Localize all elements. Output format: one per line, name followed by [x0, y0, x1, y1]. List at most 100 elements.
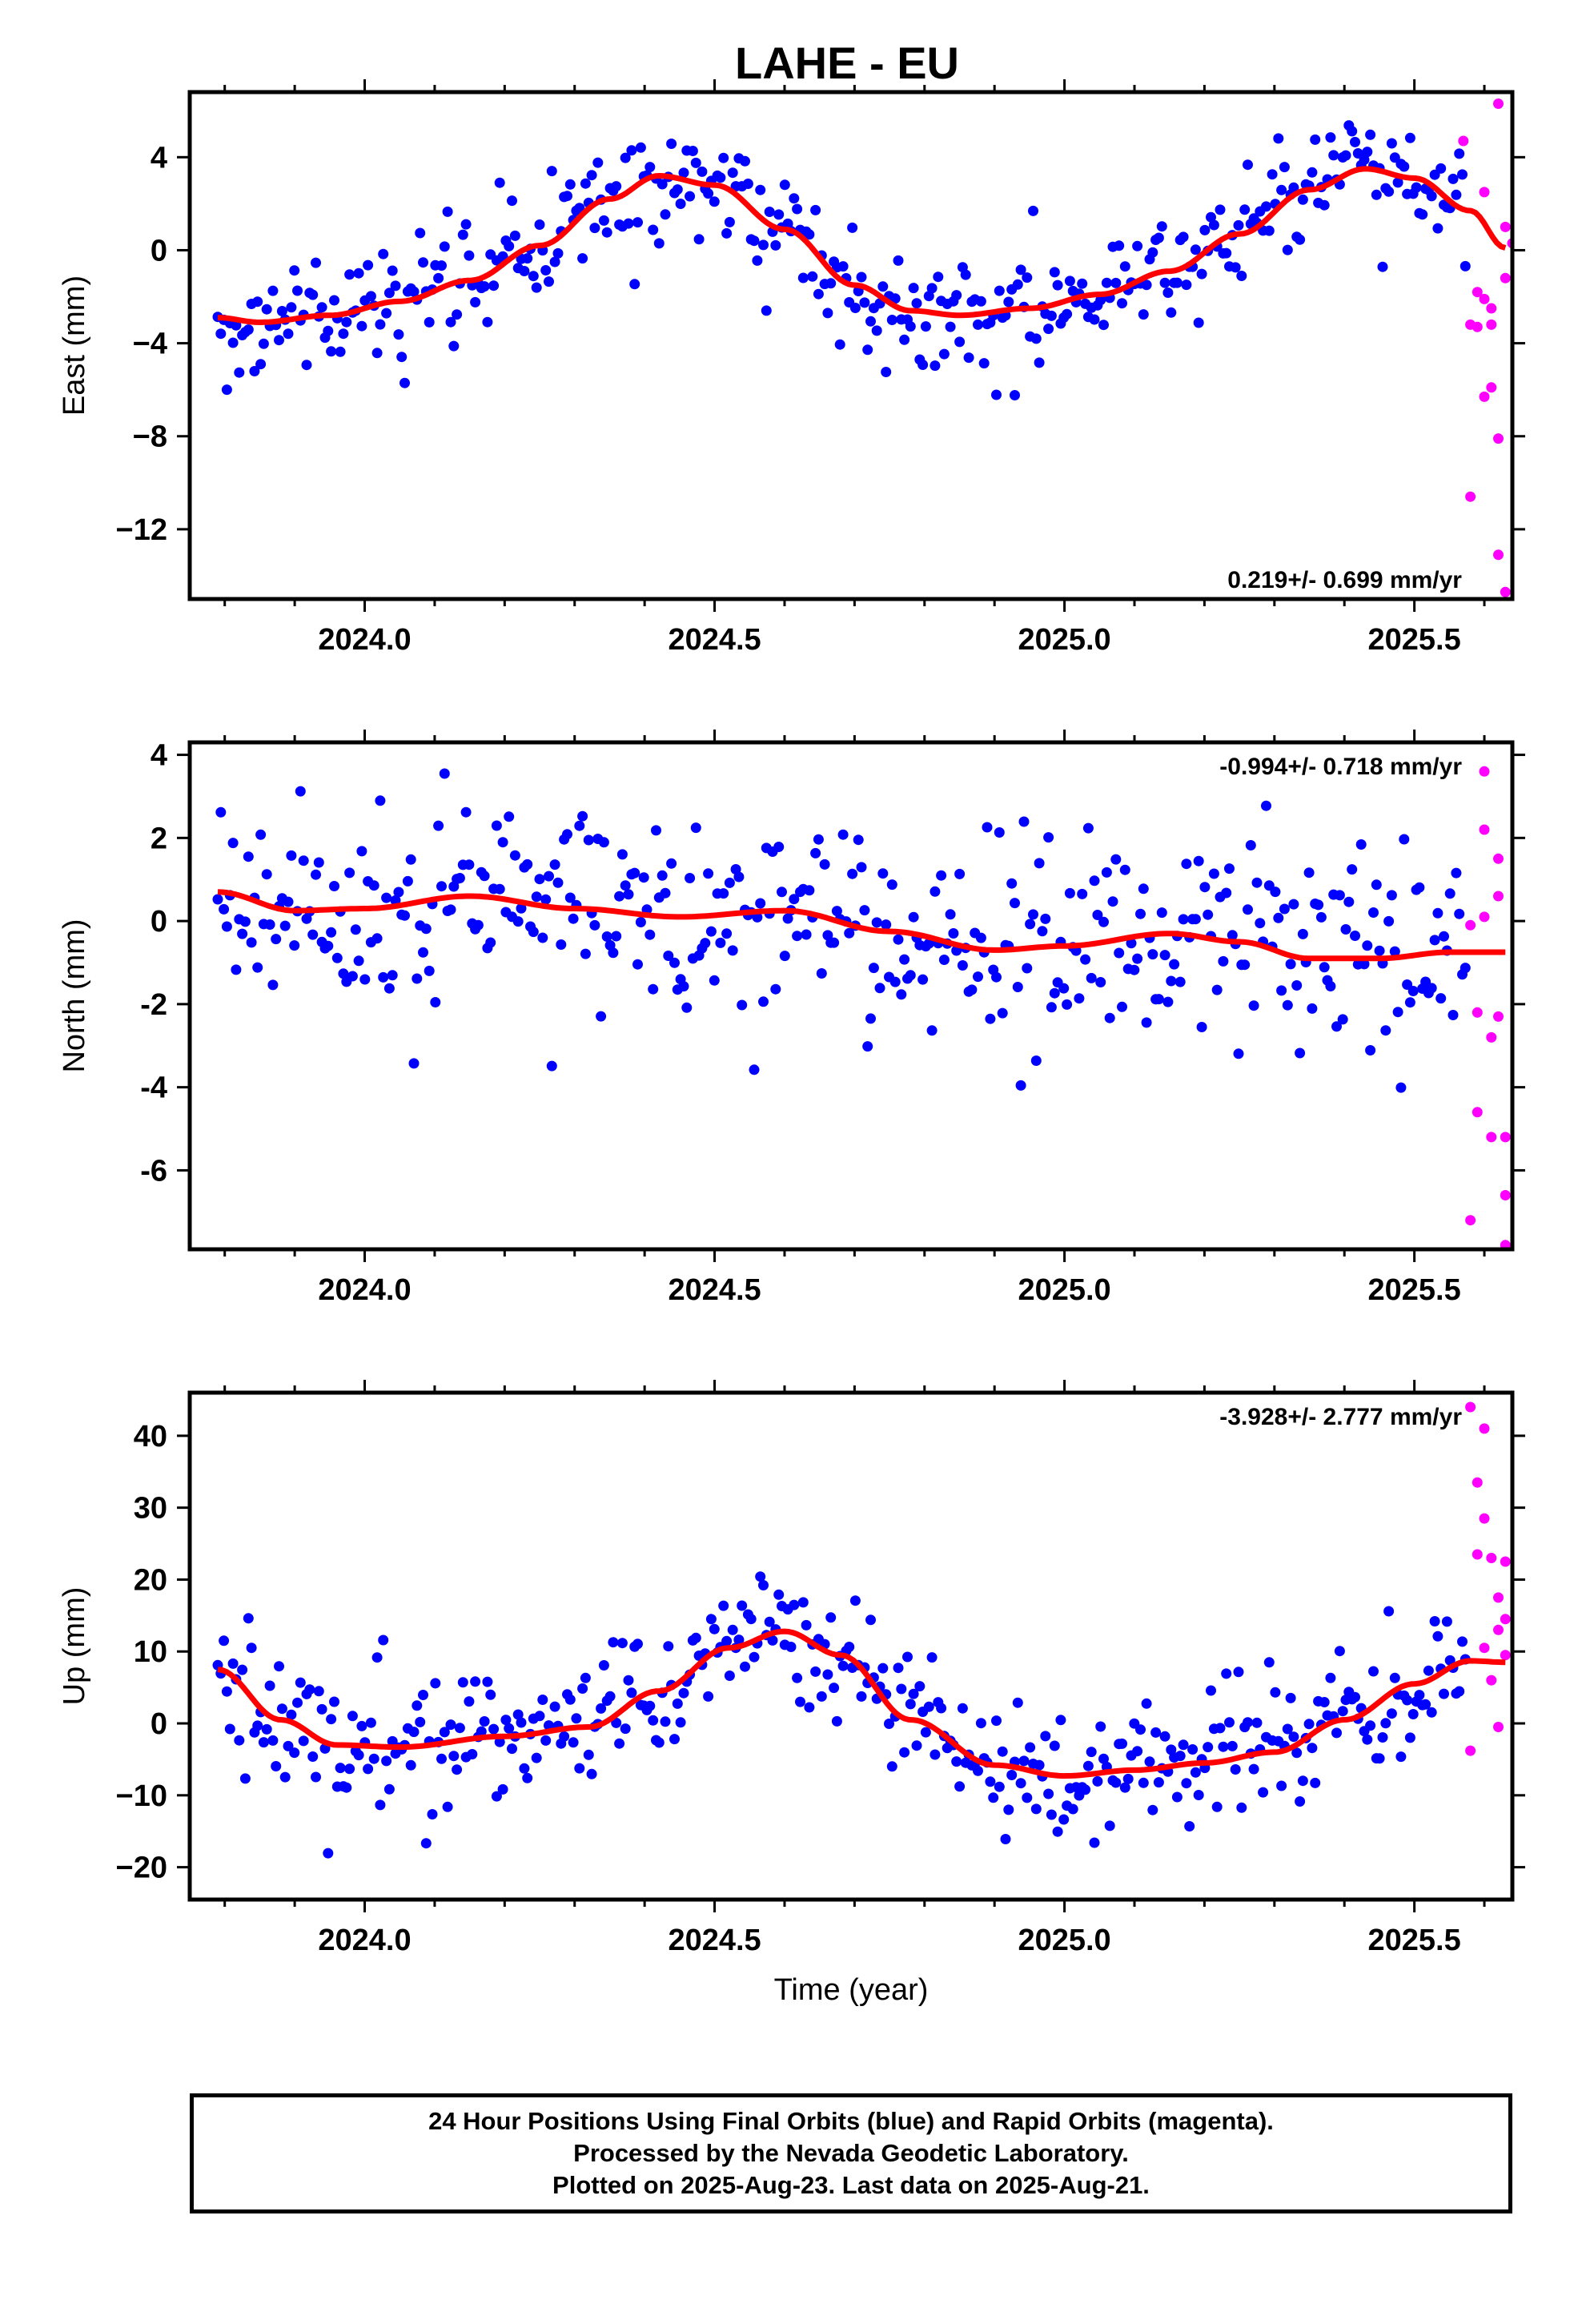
- east-final-point: [881, 367, 892, 377]
- east-final-point: [1307, 167, 1318, 178]
- north-final-point: [1156, 907, 1167, 919]
- north-final-point: [868, 963, 879, 974]
- north-final-point: [580, 948, 591, 959]
- north-final-point: [1399, 834, 1410, 845]
- up-rapid-point: [1500, 1614, 1511, 1625]
- east-final-point: [301, 360, 312, 371]
- east-final-point: [656, 179, 668, 190]
- up-final-point: [604, 1691, 616, 1702]
- north-final-point: [1104, 1012, 1115, 1023]
- east-y-tick-label: −4: [133, 328, 167, 361]
- north-final-point: [347, 971, 358, 982]
- up-final-point: [801, 1619, 812, 1630]
- up-final-point: [1337, 1706, 1348, 1717]
- north-final-point: [1092, 910, 1103, 920]
- north-final-point: [777, 887, 787, 898]
- up-rapid-point: [1486, 1675, 1497, 1686]
- up-final-point: [227, 1658, 239, 1669]
- up-final-point: [614, 1738, 625, 1749]
- east-final-point: [749, 235, 760, 247]
- north-final-point: [375, 795, 386, 806]
- up-final-point: [994, 1781, 1005, 1792]
- up-panel: 2024.0 2024.5 2025.0 2025.5 40 30 20 10 0 −10 −20 U…: [58, 1380, 1525, 2007]
- up-final-point: [1159, 1731, 1170, 1742]
- up-final-point: [1153, 1777, 1164, 1788]
- north-final-point: [908, 911, 919, 923]
- east-final-point: [1196, 268, 1207, 279]
- east-final-point: [562, 191, 572, 202]
- up-final-point: [476, 1726, 487, 1737]
- north-final-point: [957, 960, 968, 971]
- east-final-point: [807, 271, 818, 282]
- north-final-point: [353, 955, 364, 967]
- north-final-point: [383, 983, 395, 994]
- east-final-point: [1181, 279, 1192, 291]
- north-final-point: [509, 850, 520, 861]
- up-final-point: [323, 1848, 334, 1859]
- east-final-point: [886, 315, 897, 325]
- up-final-point: [648, 1715, 659, 1726]
- east-final-point: [1236, 271, 1247, 281]
- east-final-point: [544, 276, 554, 287]
- north-final-point: [289, 940, 300, 951]
- north-final-point: [381, 892, 392, 903]
- east-panel: 2024.0 2024.5 2025.0 2025.5 4 0 −4 −8 −12 East (m…: [58, 79, 1525, 657]
- up-final-point: [439, 1727, 450, 1738]
- up-final-point: [1086, 1747, 1097, 1758]
- north-final-point: [1138, 883, 1149, 895]
- east-final-point: [632, 217, 643, 228]
- up-rapid-point: [1472, 1477, 1483, 1488]
- east-final-point: [504, 240, 515, 251]
- north-final-point: [1224, 863, 1235, 875]
- north-y-tick-label: 2: [151, 822, 167, 855]
- up-final-point: [335, 1763, 346, 1774]
- north-final-point: [755, 898, 766, 909]
- north-final-point: [1082, 822, 1094, 834]
- up-final-point: [899, 1747, 910, 1758]
- up-final-point: [283, 1740, 294, 1751]
- north-plot-area: [212, 766, 1511, 1249]
- north-final-point: [1153, 994, 1164, 1005]
- up-final-point: [586, 1768, 597, 1779]
- east-final-point: [528, 271, 539, 282]
- north-final-point: [1040, 913, 1051, 924]
- east-final-point: [234, 367, 245, 378]
- north-rapid-point: [1479, 766, 1490, 777]
- east-final-point: [1064, 275, 1075, 287]
- up-final-point: [1055, 1715, 1066, 1726]
- east-final-point: [899, 334, 910, 345]
- up-final-point: [856, 1691, 867, 1702]
- north-final-point: [871, 917, 882, 928]
- east-rapid-point: [1500, 586, 1511, 597]
- up-final-point: [279, 1771, 291, 1783]
- up-final-point: [326, 1714, 337, 1725]
- up-final-point: [1025, 1742, 1036, 1753]
- east-rapid-point: [1458, 135, 1469, 147]
- north-final-point: [1439, 931, 1449, 942]
- up-final-point: [926, 1652, 938, 1663]
- north-final-point: [1392, 1007, 1403, 1018]
- up-final-point: [234, 1735, 245, 1746]
- up-rapid-point: [1465, 1401, 1476, 1413]
- north-final-point: [237, 928, 248, 939]
- north-final-point: [1282, 999, 1293, 1011]
- east-final-point: [215, 328, 227, 340]
- up-final-point: [239, 1773, 251, 1784]
- up-final-point: [1046, 1809, 1057, 1820]
- east-final-point: [580, 178, 591, 189]
- north-final-point: [589, 919, 600, 931]
- east-final-point: [1282, 244, 1293, 255]
- north-final-point: [1303, 867, 1315, 879]
- north-final-point: [1086, 972, 1097, 983]
- north-final-point: [534, 874, 545, 885]
- east-final-point: [1295, 234, 1306, 245]
- up-final-point: [936, 1703, 947, 1714]
- up-final-point: [985, 1776, 996, 1787]
- north-final-point: [804, 885, 815, 896]
- north-final-point: [246, 937, 257, 948]
- east-rapid-point: [1479, 391, 1490, 402]
- east-final-point: [255, 359, 267, 370]
- up-final-point: [1334, 1646, 1345, 1657]
- east-final-point: [1451, 189, 1462, 200]
